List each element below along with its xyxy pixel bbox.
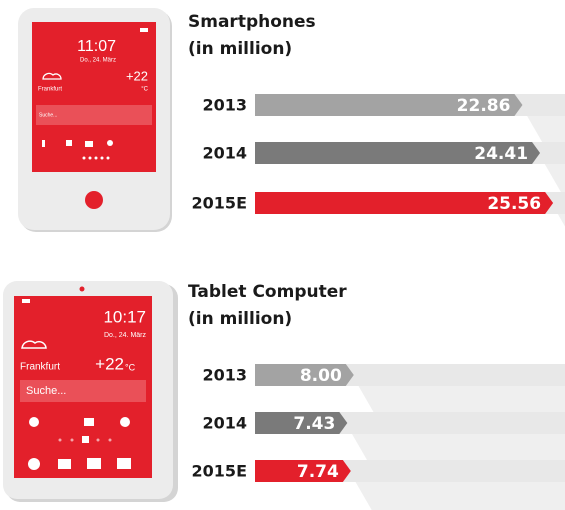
- category-label: 2014: [202, 414, 247, 433]
- phone-city: Frankfurt: [38, 87, 62, 93]
- category-label: 2015E: [192, 462, 247, 481]
- tablet-search: Suche...: [26, 385, 66, 397]
- bar-track: [345, 364, 565, 386]
- chart-title: Tablet Computer: [188, 282, 347, 302]
- phone-search: Suche...: [39, 112, 57, 118]
- phone-time: 11:07: [77, 38, 116, 55]
- phone-temp: +22: [126, 68, 148, 83]
- value-label: 7.43: [293, 414, 335, 434]
- phone-date: Do., 24. März: [80, 58, 116, 64]
- bar-track: [342, 460, 565, 482]
- value-label: 25.56: [487, 194, 541, 214]
- tablet-temp: +22: [95, 354, 124, 373]
- category-label: 2015E: [192, 194, 247, 213]
- bar-track: [514, 94, 565, 116]
- tablet-unit: °C: [125, 362, 136, 372]
- bar: [255, 94, 523, 116]
- chart-title: Smartphones: [188, 12, 316, 32]
- bar: [255, 364, 354, 386]
- value-label: 8.00: [300, 366, 342, 386]
- smartphone-device: 11:07 Do., 24. März +22 °C Frankfurt Suc…: [18, 8, 172, 232]
- tablet-city: Frankfurt: [20, 362, 60, 373]
- bar-track: [545, 192, 565, 214]
- bar: [255, 460, 351, 482]
- category-label: 2013: [202, 366, 247, 385]
- bar: [255, 192, 554, 214]
- value-label: 24.41: [474, 144, 528, 164]
- category-label: 2013: [202, 96, 247, 115]
- bar: [255, 142, 541, 164]
- chart-subtitle: (in million): [188, 39, 292, 59]
- bar-track: [339, 412, 565, 434]
- tablet-device: 10:17 Do., 24. März Frankfurt +22 °C Suc…: [3, 281, 178, 502]
- tablet-date: Do., 24. März: [104, 332, 147, 339]
- category-label: 2014: [202, 144, 247, 163]
- tablet-time: 10:17: [103, 307, 146, 326]
- value-label: 7.74: [297, 462, 339, 482]
- bar-track: [532, 142, 565, 164]
- bar: [255, 412, 348, 434]
- phone-unit: °C: [141, 87, 148, 93]
- chart-subtitle: (in million): [188, 309, 292, 329]
- value-label: 22.86: [457, 96, 511, 116]
